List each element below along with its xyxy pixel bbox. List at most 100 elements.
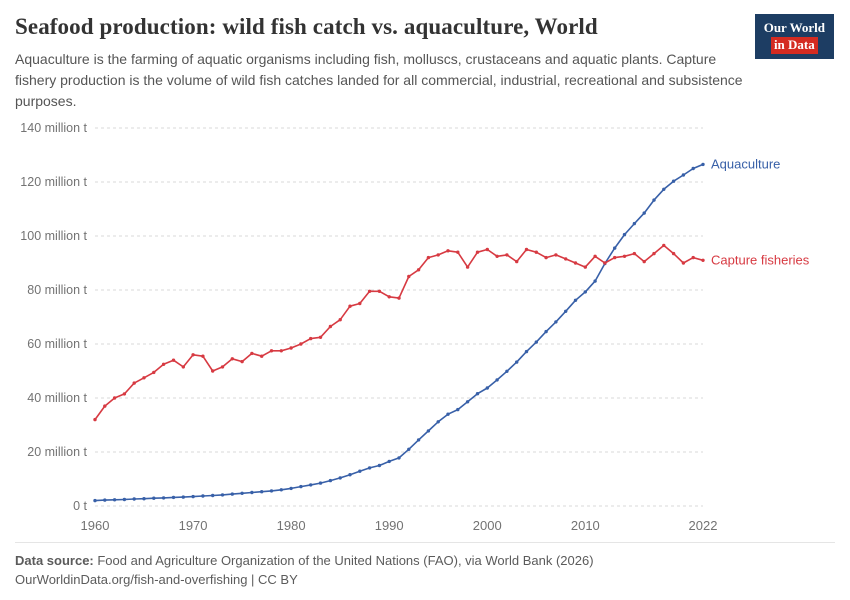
data-point: [279, 349, 283, 353]
data-point: [299, 342, 303, 346]
data-point: [416, 438, 421, 442]
data-point: [534, 250, 538, 254]
data-point: [436, 420, 440, 424]
data-point: [613, 255, 617, 260]
data-point: [465, 265, 470, 269]
data-point: [161, 496, 166, 500]
data-point: [603, 261, 607, 265]
y-axis-tick-label: 120 million t: [20, 175, 87, 189]
data-point: [515, 360, 519, 364]
data-point: [632, 251, 637, 256]
x-axis-tick-label: 1980: [277, 518, 306, 533]
data-point: [201, 494, 205, 498]
data-point: [171, 495, 176, 500]
data-point: [652, 251, 656, 256]
data-point: [122, 497, 127, 502]
data-point: [318, 481, 323, 485]
data-point: [534, 340, 538, 344]
data-point: [642, 211, 646, 215]
data-point: [348, 473, 352, 477]
data-point: [181, 495, 185, 499]
data-point: [358, 469, 362, 473]
data-point: [505, 253, 509, 257]
x-axis-tick-label: 2000: [473, 518, 502, 533]
data-point: [230, 357, 234, 361]
y-axis-tick-label: 80 million t: [27, 283, 87, 297]
data-point: [377, 463, 382, 468]
data-point: [387, 295, 391, 299]
data-point: [475, 392, 480, 396]
data-point: [564, 257, 568, 261]
series-capture-fisheries[interactable]: [93, 243, 705, 422]
series-aquaculture[interactable]: [93, 162, 705, 503]
data-source-text: Food and Agriculture Organization of the…: [93, 553, 594, 568]
data-point: [622, 232, 627, 237]
data-point: [544, 329, 548, 334]
data-point: [524, 349, 529, 354]
data-point: [544, 255, 548, 260]
data-point: [377, 289, 382, 293]
data-point: [662, 243, 666, 248]
data-point: [269, 489, 274, 493]
data-point: [250, 351, 254, 356]
data-point: [524, 247, 529, 252]
data-point: [201, 354, 205, 358]
data-point: [652, 198, 656, 202]
data-point: [554, 320, 558, 324]
data-point: [407, 447, 411, 451]
data-point: [495, 378, 499, 382]
data-point: [475, 250, 480, 254]
data-point: [132, 497, 136, 501]
seafood-production-line-chart[interactable]: 0 t 20 million t 40 million t 60 million t 8…: [0, 116, 850, 540]
data-point: [583, 265, 587, 269]
data-point: [309, 336, 313, 341]
y-axis-tick-label: 40 million t: [27, 391, 87, 405]
data-point: [211, 493, 215, 498]
data-point: [485, 247, 489, 252]
data-point: [260, 490, 264, 494]
data-point: [573, 261, 578, 265]
data-point: [367, 289, 372, 293]
data-point: [397, 296, 401, 300]
data-point: [701, 258, 705, 262]
attribution-line[interactable]: OurWorldinData.org/fish-and-overfishing …: [15, 571, 298, 587]
y-axis-tick-label: 140 million t: [20, 121, 87, 135]
data-point: [593, 279, 597, 283]
x-axis-tick-label: 2022: [689, 518, 718, 533]
data-point: [554, 253, 558, 257]
data-point: [103, 404, 107, 408]
data-point: [446, 412, 450, 416]
data-point: [269, 349, 274, 353]
data-point: [142, 376, 146, 380]
owid-logo[interactable]: Our World in Data: [754, 14, 834, 59]
chart-area: 0 t 20 million t 40 million t 60 million t 8…: [0, 116, 850, 540]
data-point: [671, 251, 676, 256]
data-point: [426, 255, 431, 260]
x-axis-tick-label: 1960: [81, 518, 110, 533]
data-point: [122, 392, 127, 396]
data-point: [220, 365, 225, 369]
data-point: [642, 259, 646, 264]
data-point: [220, 493, 225, 497]
data-point: [250, 490, 254, 495]
series-line-capture-fisheries: [94, 244, 704, 421]
data-point: [465, 400, 470, 404]
data-point: [671, 179, 676, 183]
data-point: [593, 254, 597, 258]
data-point: [152, 496, 156, 500]
owid-logo-line1: Our World: [763, 20, 825, 35]
data-point: [348, 304, 352, 308]
data-point: [211, 369, 215, 373]
y-axis-tick-label: 60 million t: [27, 337, 87, 351]
data-point: [152, 370, 156, 375]
data-point: [358, 301, 362, 306]
data-point: [112, 498, 117, 502]
data-point: [564, 309, 568, 313]
data-point: [691, 255, 695, 260]
data-point: [103, 498, 107, 502]
data-point: [161, 362, 166, 366]
data-point: [328, 478, 333, 483]
data-point: [299, 484, 303, 489]
data-point: [622, 254, 627, 258]
